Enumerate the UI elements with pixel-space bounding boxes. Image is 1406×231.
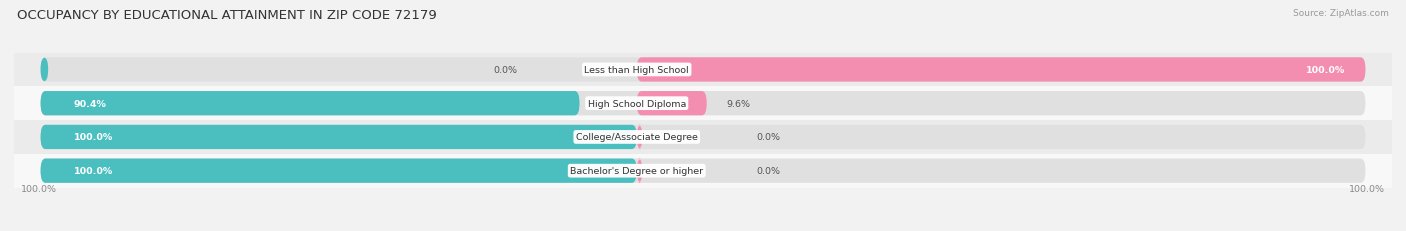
Text: 0.0%: 0.0% <box>494 66 517 75</box>
Text: Bachelor's Degree or higher: Bachelor's Degree or higher <box>571 167 703 175</box>
Text: Source: ZipAtlas.com: Source: ZipAtlas.com <box>1294 9 1389 18</box>
FancyBboxPatch shape <box>41 125 1365 149</box>
Text: 100.0%: 100.0% <box>1350 184 1385 193</box>
Text: 9.6%: 9.6% <box>727 99 751 108</box>
Text: College/Associate Degree: College/Associate Degree <box>576 133 697 142</box>
Text: 100.0%: 100.0% <box>73 167 112 175</box>
FancyBboxPatch shape <box>637 159 643 183</box>
FancyBboxPatch shape <box>41 58 48 82</box>
FancyBboxPatch shape <box>41 159 1365 183</box>
FancyBboxPatch shape <box>41 92 579 116</box>
Text: 90.4%: 90.4% <box>73 99 107 108</box>
Text: 100.0%: 100.0% <box>1306 66 1346 75</box>
FancyBboxPatch shape <box>41 125 637 149</box>
FancyBboxPatch shape <box>41 58 1365 82</box>
Bar <box>14 53 1392 87</box>
Text: 0.0%: 0.0% <box>756 133 780 142</box>
Text: Less than High School: Less than High School <box>585 66 689 75</box>
FancyBboxPatch shape <box>637 58 1365 82</box>
FancyBboxPatch shape <box>41 92 1365 116</box>
Text: 100.0%: 100.0% <box>21 184 56 193</box>
Text: High School Diploma: High School Diploma <box>588 99 686 108</box>
Text: 0.0%: 0.0% <box>756 167 780 175</box>
Bar <box>14 154 1392 188</box>
FancyBboxPatch shape <box>637 125 643 149</box>
Text: 100.0%: 100.0% <box>73 133 112 142</box>
Text: OCCUPANCY BY EDUCATIONAL ATTAINMENT IN ZIP CODE 72179: OCCUPANCY BY EDUCATIONAL ATTAINMENT IN Z… <box>17 9 437 22</box>
Bar <box>14 87 1392 121</box>
Bar <box>14 121 1392 154</box>
FancyBboxPatch shape <box>637 92 707 116</box>
FancyBboxPatch shape <box>41 159 637 183</box>
